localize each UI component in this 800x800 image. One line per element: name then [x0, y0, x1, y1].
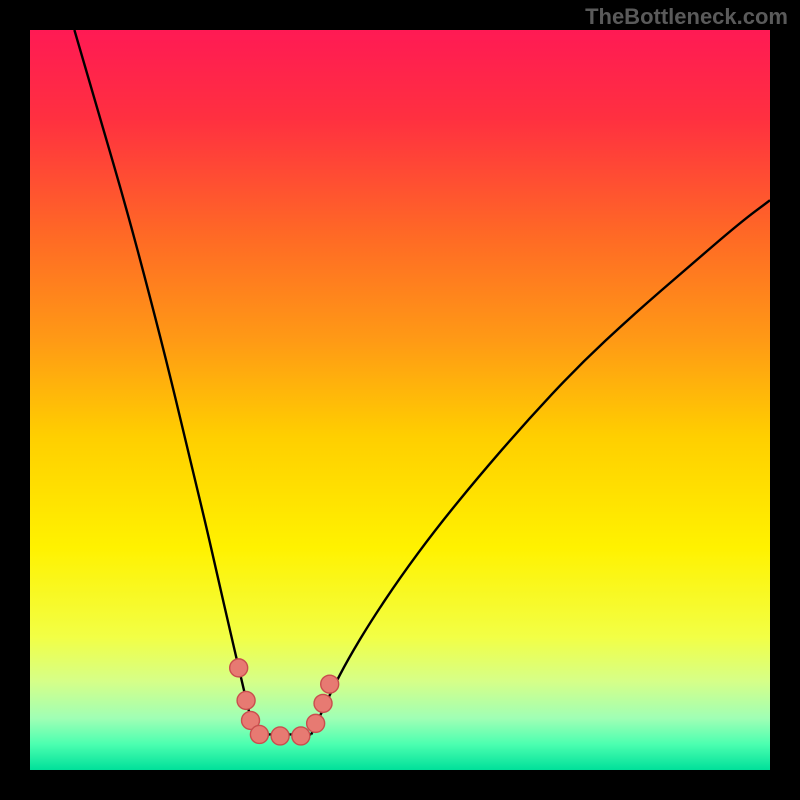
data-marker: [314, 694, 332, 712]
bottleneck-chart: [0, 0, 800, 800]
data-marker: [292, 727, 310, 745]
data-marker: [271, 727, 289, 745]
plot-background-gradient: [30, 30, 770, 770]
data-marker: [307, 714, 325, 732]
data-marker: [230, 659, 248, 677]
watermark-text: TheBottleneck.com: [585, 4, 788, 30]
data-marker: [250, 725, 268, 743]
data-marker: [321, 675, 339, 693]
chart-container: { "watermark": { "text": "TheBottleneck.…: [0, 0, 800, 800]
data-marker: [237, 691, 255, 709]
